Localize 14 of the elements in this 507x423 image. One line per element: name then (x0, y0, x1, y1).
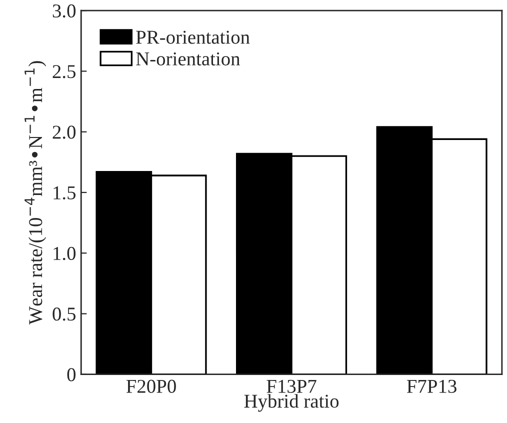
y-tick-label: 0.5 (52, 308, 76, 321)
y-tick-label: 2.5 (52, 65, 76, 78)
x-axis-title: Hybrid ratio (244, 394, 339, 412)
x-tick-label: F20P0 (126, 380, 176, 393)
y-axis-title: Wear rate/(10$^{−4}$mm³•N$^{−1}$•m$^{−1}$) (24, 61, 46, 325)
y-tick-label: 1.5 (54, 186, 76, 200)
legend-label: N-orientation (136, 52, 240, 66)
legend-label: PR-orientation (136, 30, 250, 44)
y-tick-label: 0 (67, 368, 76, 382)
x-tick-label: F7P13 (406, 380, 456, 393)
y-tick-label: 3.0 (52, 4, 76, 18)
x-tick-label: F13P7 (266, 380, 316, 393)
y-tick-label: 2.0 (52, 126, 76, 139)
y-tick-label: 1.0 (54, 246, 76, 260)
